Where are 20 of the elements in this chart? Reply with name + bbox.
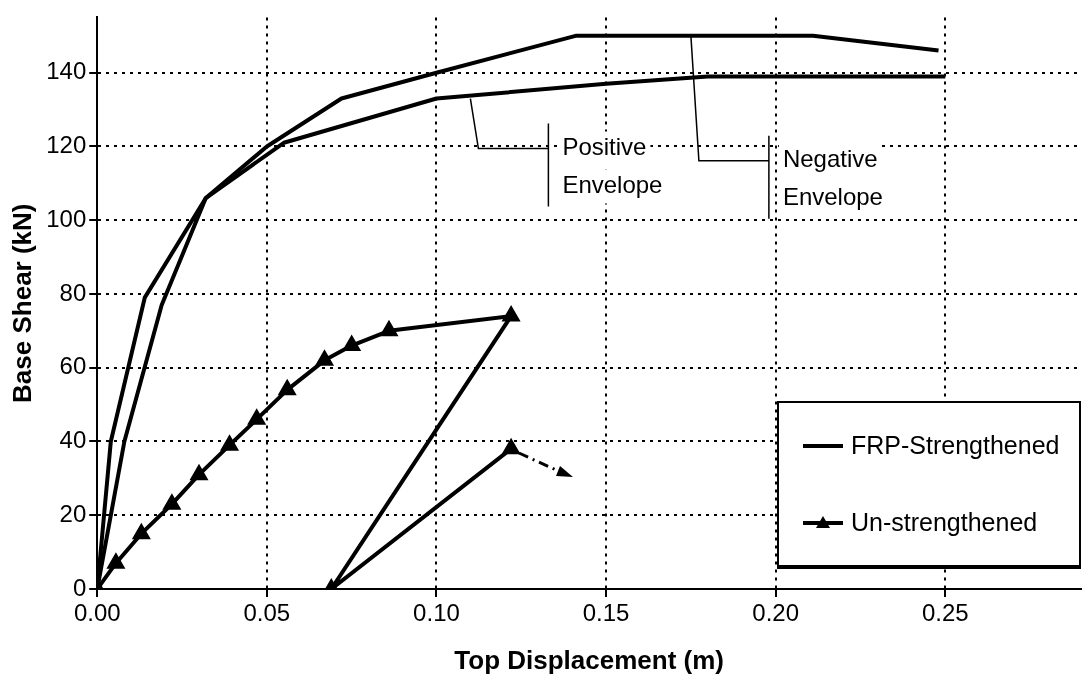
legend-label: Un-strengthened <box>851 508 1038 537</box>
y-axis-title: Base Shear (kN) <box>6 203 37 403</box>
x-tick-label: 0.25 <box>921 599 969 627</box>
x-tick-label: 0.20 <box>752 599 800 627</box>
y-tick-label: 100 <box>46 204 87 232</box>
y-tick-label: 40 <box>59 426 87 454</box>
y-tick-label: 80 <box>59 278 87 306</box>
x-tick-label: 0.05 <box>243 599 291 627</box>
y-tick-label: 140 <box>46 57 87 85</box>
x-tick-label: 0.10 <box>413 599 460 627</box>
legend-label: FRP-Strengthened <box>851 431 1060 460</box>
annotation: Negative Envelope <box>782 145 883 211</box>
y-tick-label: 0 <box>72 573 87 601</box>
x-tick-label: 0.00 <box>73 599 121 627</box>
y-tick-label: 20 <box>59 499 87 527</box>
x-axis-title: Top Displacement (m) <box>454 644 724 675</box>
y-tick-label: 120 <box>46 131 87 159</box>
x-tick-label: 0.15 <box>582 599 630 627</box>
annotation: Positive Envelope <box>562 133 663 199</box>
y-tick-label: 60 <box>59 352 87 380</box>
